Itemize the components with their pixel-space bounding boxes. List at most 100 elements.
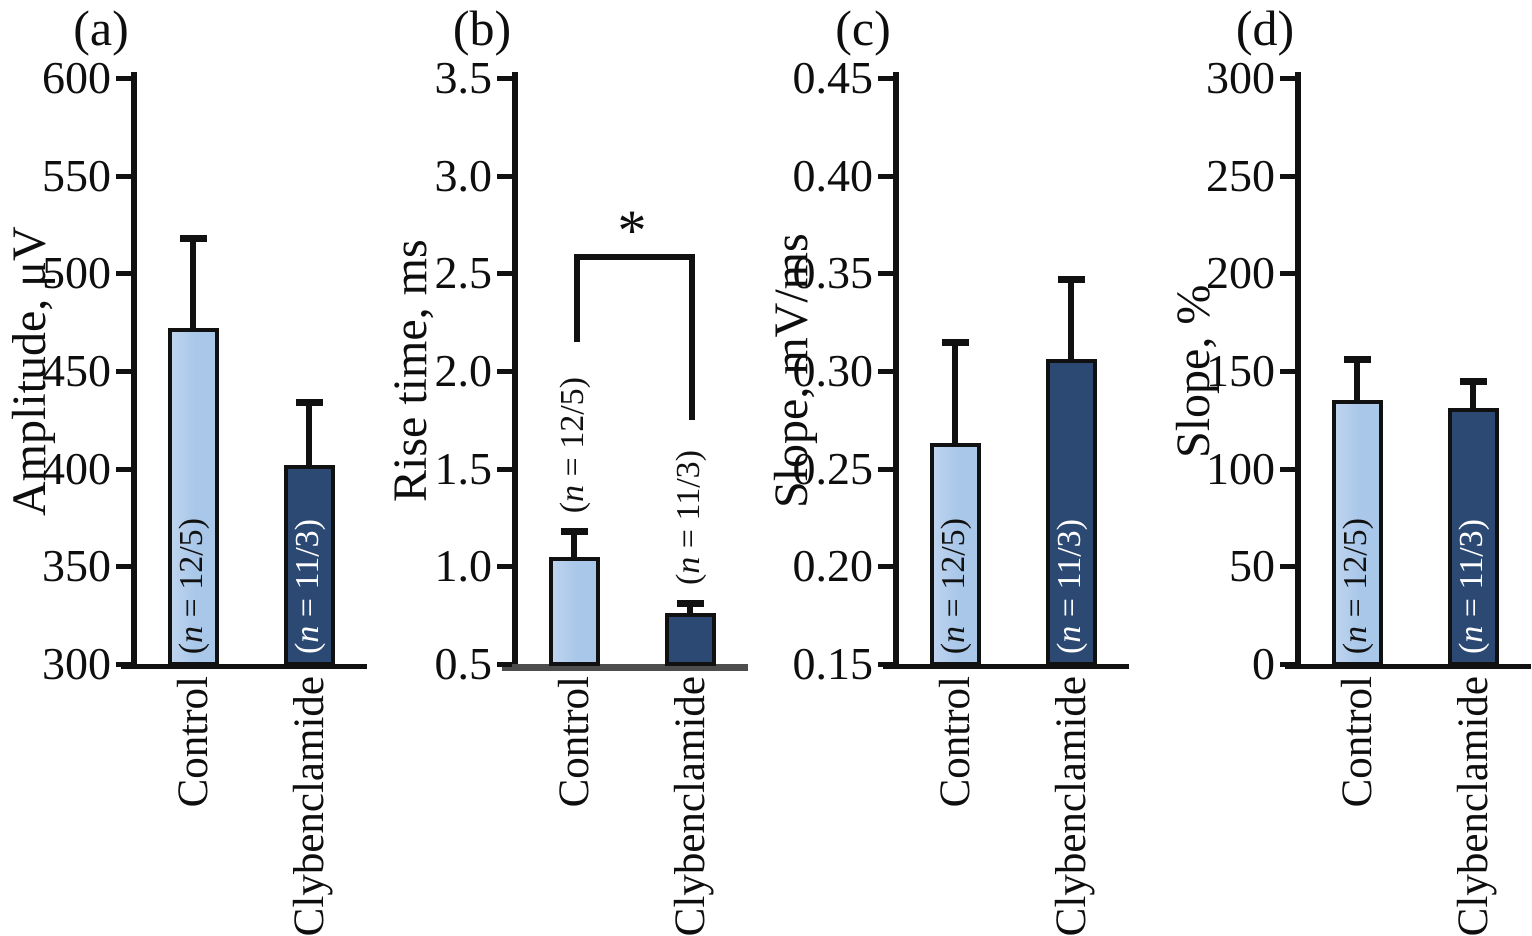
bar-n-label: (n = 11/3) — [1051, 518, 1088, 654]
y-tick-mark — [1280, 662, 1295, 667]
n-label-variable: n — [173, 625, 210, 643]
y-tick-label: 0 — [1252, 638, 1275, 689]
y-axis-line — [512, 72, 518, 668]
y-tick-label: 3.5 — [434, 52, 493, 103]
y-tick-label: 600 — [42, 52, 111, 103]
y-tick-mark — [497, 662, 512, 667]
error-bar-cap — [677, 600, 704, 608]
x-axis-line — [121, 664, 367, 669]
y-tick-label: 300 — [42, 638, 111, 689]
significance-bracket-left-arm — [574, 253, 580, 342]
y-tick-label: 1.5 — [434, 442, 493, 494]
y-tick-label: 0.30 — [792, 345, 874, 396]
bar-n-label: (n = 12/5) — [554, 376, 591, 513]
n-label-open: ( — [670, 574, 707, 586]
y-tick-mark — [878, 466, 893, 472]
n-label-variable: n — [289, 625, 326, 643]
bar-n-label: (n = 11/3) — [670, 450, 707, 586]
y-tick-label: 550 — [42, 149, 111, 201]
y-tick-label: 3.0 — [434, 149, 493, 201]
y-tick-label: 150 — [1206, 345, 1275, 396]
y-axis-line — [1295, 72, 1301, 668]
n-label-open: ( — [289, 642, 326, 654]
error-bar-cap — [296, 399, 323, 407]
significance-bracket-right-arm — [689, 253, 695, 420]
bar-clybenclamide — [1447, 408, 1499, 666]
significance-bracket-top — [574, 253, 695, 260]
y-tick-label: 0.35 — [792, 247, 874, 299]
n-label-value: = 11/3) — [1051, 518, 1088, 626]
n-label-value: = 12/5) — [1337, 517, 1374, 626]
y-tick-label: 1.0 — [434, 540, 493, 592]
y-tick-label: 2.5 — [434, 247, 493, 299]
y-tick-mark — [497, 564, 512, 570]
category-label-control: Control — [170, 676, 217, 808]
n-label-open: ( — [173, 642, 210, 654]
y-tick-mark — [1280, 76, 1295, 81]
error-bar — [571, 531, 577, 561]
panel-a-plot-area: 600 550 500 450 400 350 300 (n = 12/5) Control (n… — [0, 0, 389, 936]
error-bar — [306, 402, 312, 469]
n-label-variable: n — [1453, 625, 1490, 643]
bar-n-label: (n = 12/5) — [1337, 517, 1374, 654]
y-tick-mark — [497, 173, 512, 179]
bar-clybenclamide — [664, 613, 716, 666]
error-bar — [1068, 279, 1074, 364]
error-bar — [1470, 380, 1476, 413]
n-label-value: = 11/3) — [289, 518, 326, 626]
y-tick-mark — [1280, 369, 1295, 374]
y-tick-mark — [497, 466, 512, 472]
error-bar — [687, 603, 693, 618]
error-bar-cap — [1460, 377, 1487, 385]
x-axis-line — [502, 664, 748, 671]
panel-a-label: (a) — [73, 0, 129, 56]
n-label-value: = 12/5) — [554, 376, 591, 485]
y-tick-label: 250 — [1206, 149, 1275, 201]
y-tick-label: 100 — [1206, 442, 1275, 494]
n-label-value: = 11/3) — [670, 450, 707, 558]
y-tick-mark — [497, 369, 512, 374]
n-label-value: = 12/5) — [935, 517, 972, 626]
n-label-variable: n — [554, 484, 591, 502]
error-bar-cap — [180, 235, 207, 243]
panel-c-label: (c) — [835, 0, 891, 56]
n-label-open: ( — [935, 642, 972, 654]
bar-control — [167, 328, 219, 666]
n-label-open: ( — [1337, 642, 1374, 654]
n-label-variable: n — [670, 557, 707, 575]
y-tick-mark — [878, 564, 893, 570]
bar-control — [929, 443, 981, 666]
y-tick-label: 450 — [42, 345, 111, 396]
y-tick-label: 300 — [1206, 52, 1275, 103]
y-tick-mark — [878, 369, 893, 374]
bar-control — [548, 556, 600, 666]
y-tick-mark — [1280, 173, 1295, 179]
bar-n-label: (n = 12/5) — [935, 517, 972, 654]
y-tick-mark — [878, 173, 893, 179]
y-tick-label: 0.25 — [792, 442, 874, 494]
category-label-control: Control — [1334, 676, 1381, 808]
n-label-variable: n — [1051, 625, 1088, 643]
panel-d-label: (d) — [1235, 0, 1295, 56]
y-tick-mark — [116, 369, 131, 374]
bar-clybenclamide — [1045, 359, 1097, 666]
panel-b-plot-area: 3.5 3.0 2.5 2.0 1.5 1.0 0.5 (n = 12/5) Control (n… — [381, 0, 770, 936]
y-tick-label: 0.15 — [792, 638, 874, 689]
y-tick-label: 0.20 — [792, 540, 874, 592]
category-label-control: Control — [551, 676, 598, 808]
category-label-clybenclamide: Clybenclamide — [667, 676, 714, 936]
panel-a: (a) Amplitude, μV 600 550 500 450 400 350 300(… — [0, 0, 389, 936]
category-label-control: Control — [932, 676, 979, 808]
bar-n-label: (n = 11/3) — [1453, 519, 1490, 654]
bar-n-label: (n = 12/5) — [173, 518, 210, 654]
bar-n-label: (n = 11/3) — [289, 518, 326, 654]
category-label-clybenclamide: Clybenclamide — [286, 676, 333, 936]
y-tick-mark — [878, 271, 893, 277]
y-tick-mark — [497, 76, 512, 81]
bar-control — [1331, 400, 1383, 666]
y-tick-mark — [116, 271, 131, 277]
y-tick-mark — [116, 173, 131, 179]
error-bar — [190, 238, 196, 333]
category-label-clybenclamide: Clybenclamide — [1048, 676, 1095, 936]
